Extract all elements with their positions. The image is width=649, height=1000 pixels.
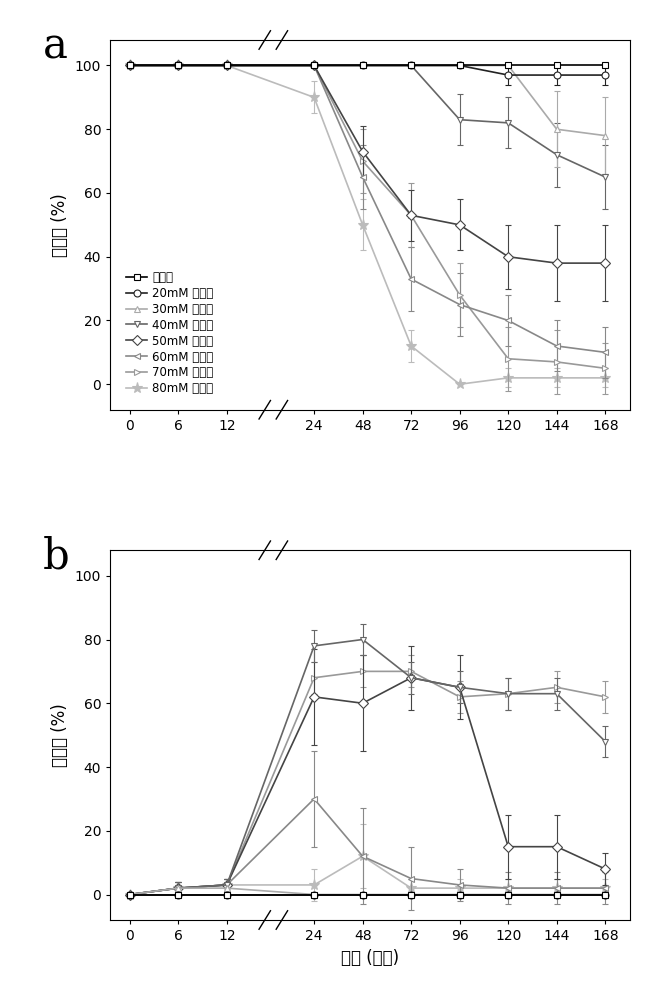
Y-axis label: 附着率 (%): 附着率 (%)	[51, 703, 69, 767]
Text: a: a	[43, 25, 67, 67]
Text: b: b	[43, 535, 69, 577]
Y-axis label: 存活率 (%): 存活率 (%)	[51, 193, 69, 257]
Legend: 对照组, 20mM 氯化钙, 30mM 氯化钙, 40mM 氯化钙, 50mM 氯化钙, 60mM 氯化钙, 70mM 氯化钙, 80mM 氯化钙: 对照组, 20mM 氯化钙, 30mM 氯化钙, 40mM 氯化钙, 50mM …	[121, 266, 218, 400]
X-axis label: 时间 (小时): 时间 (小时)	[341, 949, 399, 967]
